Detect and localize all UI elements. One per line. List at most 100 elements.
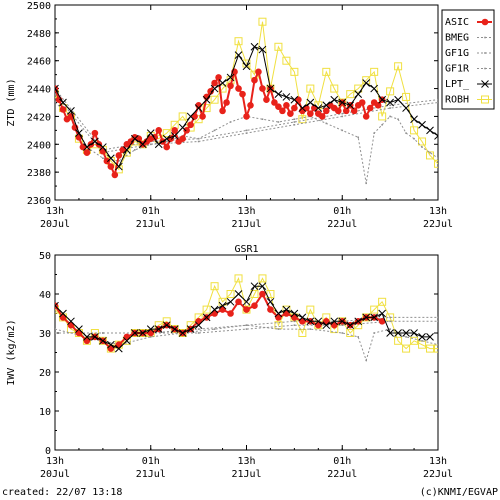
circle-marker	[259, 85, 266, 92]
circle-marker	[259, 290, 266, 298]
x-marker-stroke	[146, 325, 155, 333]
x-marker-stroke	[114, 344, 123, 353]
x-marker	[218, 79, 227, 87]
x-marker-stroke	[210, 84, 219, 93]
x-marker-stroke	[394, 95, 402, 104]
x-marker-stroke	[370, 84, 379, 93]
circle-marker	[219, 107, 226, 115]
dot-marker	[245, 324, 248, 326]
x-marker-stroke	[75, 129, 83, 137]
x-marker-stroke	[55, 304, 59, 310]
dot-marker	[165, 140, 168, 143]
x-marker	[178, 123, 187, 132]
x-marker	[210, 305, 219, 314]
x-marker	[146, 325, 155, 333]
square-marker	[402, 92, 411, 101]
copyright-credit: (c)KNMI/EGVAP	[419, 487, 498, 498]
x-marker	[138, 140, 147, 149]
x-marker	[83, 143, 91, 151]
x-tick-label: 22Jul	[327, 219, 357, 230]
x-marker-stroke	[250, 42, 259, 51]
x-marker-stroke	[274, 90, 283, 98]
circle-marker	[103, 157, 111, 165]
dot-marker	[365, 359, 367, 362]
dot-marker	[484, 36, 486, 39]
x-marker-stroke	[55, 301, 59, 307]
x-marker	[426, 333, 434, 341]
series-lpt	[55, 282, 434, 353]
circle-marker	[111, 171, 119, 179]
dot-marker	[197, 332, 200, 334]
dot-marker	[389, 115, 391, 118]
series-line	[55, 21, 438, 171]
circle-marker	[334, 107, 342, 115]
x-marker	[258, 45, 267, 54]
x-marker-stroke	[75, 325, 83, 333]
x-marker	[394, 329, 402, 337]
dot-marker	[437, 320, 438, 323]
x-marker-stroke	[138, 329, 147, 337]
dot-marker	[341, 324, 344, 326]
dot-marker	[405, 336, 407, 338]
x-tick-label: 21Jul	[136, 219, 166, 230]
square-marker	[306, 305, 315, 314]
dot-marker	[365, 182, 367, 185]
x-marker	[250, 282, 259, 291]
x-marker	[362, 79, 371, 87]
square-marker	[290, 67, 299, 76]
x-marker-stroke	[178, 329, 187, 337]
plot-area	[55, 274, 438, 362]
dot-marker	[421, 340, 423, 342]
square-marker	[346, 329, 355, 337]
x-marker-stroke	[67, 107, 75, 115]
legend-item: GF1R	[445, 64, 492, 75]
square-marker	[410, 126, 419, 135]
x-marker	[130, 134, 139, 143]
dot-marker	[437, 157, 438, 160]
circle-marker	[163, 143, 171, 151]
x-marker-stroke	[378, 309, 386, 318]
legend-label: GF1G	[445, 48, 469, 59]
circle-marker	[127, 138, 135, 145]
x-marker-stroke	[282, 93, 291, 101]
x-marker	[402, 104, 410, 112]
x-marker	[418, 333, 426, 341]
dot-marker	[293, 320, 296, 323]
circle-marker	[283, 101, 290, 109]
x-marker-stroke	[402, 329, 410, 337]
circle-marker	[251, 302, 258, 310]
x-marker-stroke	[394, 329, 402, 337]
x-marker	[138, 329, 147, 337]
square-marker	[346, 90, 355, 99]
x-tick-label: 22Jul	[327, 469, 357, 480]
y-tick-label: 2500	[27, 1, 51, 12]
dot-marker	[55, 93, 56, 95]
x-marker-stroke	[122, 146, 131, 154]
x-marker-stroke	[298, 313, 307, 322]
circle-marker	[91, 129, 99, 137]
x-tick-label: 21Jul	[136, 469, 166, 480]
dot-marker	[357, 136, 360, 139]
x-tick-label: 13h	[237, 456, 255, 467]
x-marker	[114, 344, 123, 353]
x-marker-stroke	[418, 333, 426, 341]
square-marker	[298, 329, 307, 337]
square-marker	[202, 305, 211, 314]
x-marker	[162, 321, 171, 330]
dot-marker	[245, 132, 248, 134]
circle-marker	[55, 302, 59, 309]
square-marker	[330, 84, 339, 93]
x-marker-stroke	[354, 90, 363, 98]
x-marker	[338, 98, 347, 107]
x-marker	[83, 333, 91, 341]
x-tick-label: 20Jul	[40, 219, 70, 230]
circle-marker	[275, 314, 282, 321]
circle-marker	[179, 135, 186, 143]
x-marker-stroke	[386, 329, 394, 337]
dot-marker	[277, 121, 280, 123]
y-tick-label: 20	[39, 368, 51, 379]
x-marker	[234, 290, 243, 298]
x-marker	[107, 340, 115, 349]
x-marker-stroke	[434, 132, 438, 137]
square-marker	[434, 159, 438, 168]
